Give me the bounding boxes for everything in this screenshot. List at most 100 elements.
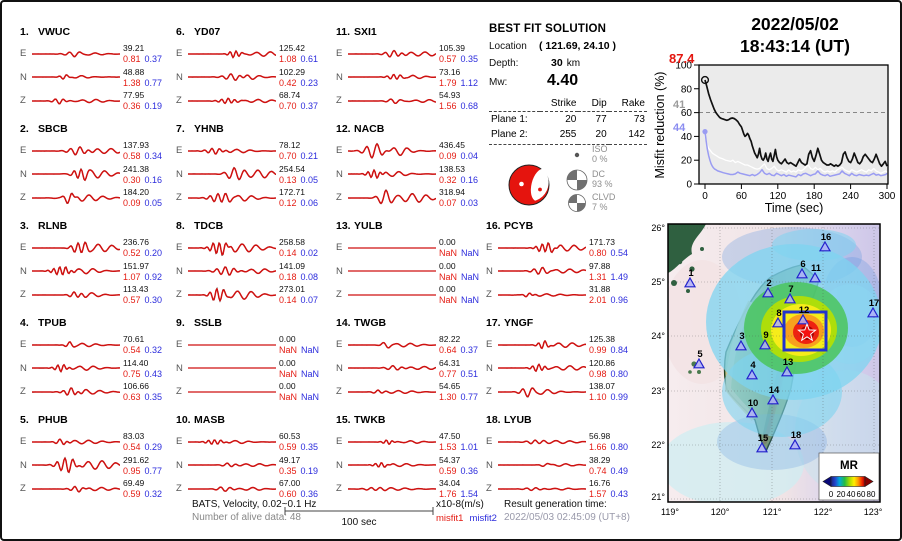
peak-amplitude: 49.17 xyxy=(279,454,301,465)
colorbar-tick: 40 xyxy=(847,490,856,499)
misfit1-value: 1.66 xyxy=(589,442,607,453)
dc-icon xyxy=(566,169,588,191)
misfit1-value: 1.07 xyxy=(123,271,141,282)
component-values: 31.88 2.01 0.96 xyxy=(589,284,628,305)
peak-amplitude: 78.12 xyxy=(279,140,301,151)
waveform-trace xyxy=(498,463,586,468)
station-header: 2. SBCB xyxy=(20,121,170,139)
component-values: 105.39 0.57 0.35 xyxy=(439,43,478,64)
peak-amplitude: 67.00 xyxy=(279,478,301,489)
component-row-z: Z 54.65 1.30 0.77 xyxy=(336,380,486,404)
misfit2-value: 0.68 xyxy=(460,101,479,112)
component-row-z: Z 113.43 0.57 0.30 xyxy=(20,283,170,307)
misfit2-value: 0.37 xyxy=(144,54,163,65)
peak-amplitude: 54.37 xyxy=(439,454,461,465)
component-values: 64.31 0.77 0.51 xyxy=(439,358,478,379)
misfit2-value: 0.05 xyxy=(300,174,319,185)
misfit-xtick: 180 xyxy=(806,191,823,202)
peak-amplitude: 436.45 xyxy=(439,140,465,151)
colorbar-tick: 80 xyxy=(867,490,876,499)
peak-amplitude: 0.00 xyxy=(279,381,296,392)
component-label: Z xyxy=(176,95,182,107)
peak-amplitude: 0.00 xyxy=(439,260,456,271)
peak-amplitude: 151.97 xyxy=(123,260,149,271)
station-marker-7: 7 xyxy=(783,284,797,304)
component-values: 69.49 0.59 0.32 xyxy=(123,478,162,499)
misfit2-value: 0.16 xyxy=(144,174,163,185)
misfit1-value: 1.38 xyxy=(123,77,141,88)
station-marker-number: 17 xyxy=(869,298,880,309)
component-label: Z xyxy=(20,386,26,398)
station-marker-15: 15 xyxy=(755,433,769,453)
station-block: 15. TWKB E 47.50 1.53 1.01 N 54.37 0.59 0.36 Z 34.… xyxy=(336,412,486,501)
component-row-z: Z 138.07 1.10 0.99 xyxy=(486,380,636,404)
component-label: E xyxy=(20,339,27,351)
peak-amplitude: 318.94 xyxy=(439,187,465,198)
peak-amplitude: 60.53 xyxy=(279,431,301,442)
component-row-n: N 114.40 0.75 0.43 xyxy=(20,357,170,381)
misfit1-value: NaN xyxy=(439,295,458,306)
component-values: 114.40 0.75 0.43 xyxy=(123,358,162,379)
colorbar-tick: 0 xyxy=(829,490,834,499)
peak-amplitude: 56.98 xyxy=(589,431,611,442)
waveform-trace xyxy=(32,51,120,58)
peak-amplitude: 254.54 xyxy=(279,163,305,174)
component-label: E xyxy=(176,145,183,157)
component-values: 56.98 1.66 0.80 xyxy=(589,431,628,452)
peak-amplitude: 77.95 xyxy=(123,90,145,101)
waveform-trace xyxy=(32,167,120,182)
waveform-trace xyxy=(498,439,586,445)
misfit2-value: NaN xyxy=(301,368,320,379)
component-row-n: N 0.00 NaN NaN xyxy=(176,357,326,381)
waveform-trace xyxy=(348,98,436,104)
component-row-z: Z 273.01 0.14 0.07 xyxy=(176,283,326,307)
component-values: 0.00 NaN NaN xyxy=(279,381,319,402)
waveform-trace xyxy=(32,290,120,298)
misfit1-value: 0.52 xyxy=(123,248,141,259)
component-row-n: N 48.88 1.38 0.77 xyxy=(20,66,170,90)
component-row-n: N 38.29 0.74 0.49 xyxy=(486,454,636,478)
misfit-xtick: 240 xyxy=(842,191,859,202)
component-label: N xyxy=(336,71,343,83)
component-row-e: E 236.76 0.52 0.20 xyxy=(20,236,170,260)
waveform-trace xyxy=(498,486,586,491)
station-marker-number: 7 xyxy=(788,284,793,295)
best-fit-solution-panel: BEST FIT SOLUTION Location ( 121.69, 24.… xyxy=(489,23,647,145)
misfit-xtick: 120 xyxy=(769,191,786,202)
map-lat-tick: 21° xyxy=(651,492,665,502)
component-label: E xyxy=(336,48,343,60)
station-header: 14. TWGB xyxy=(336,315,486,333)
peak-amplitude: 171.73 xyxy=(589,237,615,248)
component-label: Z xyxy=(176,289,182,301)
peak-amplitude: 138.53 xyxy=(439,163,465,174)
component-values: 0.00 NaN NaN xyxy=(279,358,319,379)
station-marker-number: 2 xyxy=(766,278,771,289)
map-colorbar: MR 0 20 40 60 80 xyxy=(818,452,880,501)
waveform-trace xyxy=(188,344,276,346)
waveform-trace xyxy=(348,188,436,205)
misfit1-value: 0.13 xyxy=(279,174,297,185)
peak-amplitude: 273.01 xyxy=(279,284,305,295)
component-label: N xyxy=(176,265,183,277)
component-label: Z xyxy=(336,386,342,398)
peak-amplitude: 258.58 xyxy=(279,237,305,248)
station-marker-8: 8 xyxy=(771,308,785,328)
misfit1-value: 0.57 xyxy=(439,54,457,65)
map-lon-tick: 120° xyxy=(711,507,730,517)
component-label: Z xyxy=(176,483,182,495)
component-row-e: E 436.45 0.09 0.04 xyxy=(336,139,486,163)
waveform-trace xyxy=(32,74,120,81)
station-name: NACB xyxy=(354,123,385,135)
depth-unit: km xyxy=(566,58,581,69)
misfit2-value: 1.54 xyxy=(460,489,479,500)
decomposition-icons xyxy=(566,152,588,212)
misfit2-value: 0.84 xyxy=(610,345,629,356)
component-values: 141.09 0.18 0.08 xyxy=(279,261,318,282)
component-row-e: E 258.58 0.14 0.02 xyxy=(176,236,326,260)
misfit2-value: 1.01 xyxy=(460,442,479,453)
waveform-trace xyxy=(32,340,120,348)
component-values: 254.54 0.13 0.05 xyxy=(279,164,318,185)
component-values: 0.00 NaN NaN xyxy=(439,261,479,282)
component-values: 138.53 0.32 0.16 xyxy=(439,164,478,185)
station-marker-16: 16 xyxy=(818,232,831,252)
